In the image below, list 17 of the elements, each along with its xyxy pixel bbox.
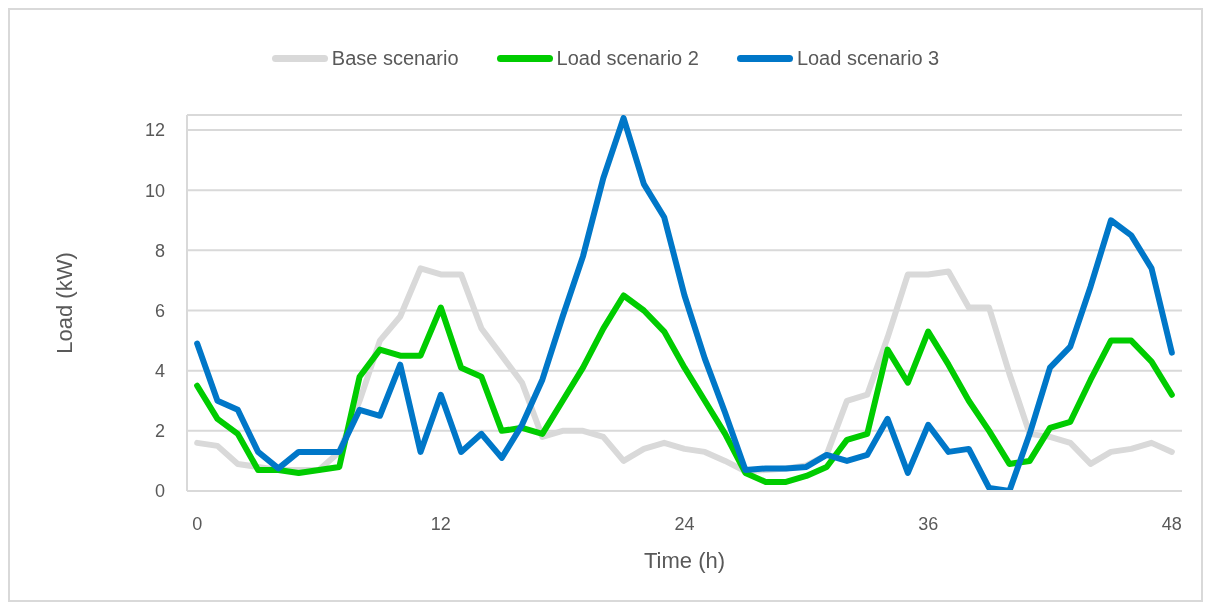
y-tick-label: 10 — [144, 180, 165, 201]
y-axis-title: Load (kW) — [52, 252, 77, 354]
x-tick-label: 24 — [674, 513, 695, 534]
x-tick-label: 36 — [918, 513, 939, 534]
x-axis-title: Time (h) — [643, 548, 726, 573]
x-tick-label: 0 — [192, 513, 203, 534]
legend-label: Load scenario 3 — [796, 46, 940, 70]
y-tick-label: 2 — [154, 421, 165, 442]
y-tick-label: 0 — [154, 481, 165, 502]
x-tick-label: 48 — [1161, 513, 1182, 534]
y-tick-label: 12 — [144, 120, 165, 141]
y-tick-label: 4 — [154, 361, 165, 382]
legend-label: Load scenario 2 — [556, 46, 699, 70]
legend-label: Base scenario — [331, 46, 459, 70]
y-tick-label: 8 — [154, 240, 165, 261]
y-tick-label: 6 — [154, 300, 165, 321]
x-tick-label: 12 — [430, 513, 451, 534]
